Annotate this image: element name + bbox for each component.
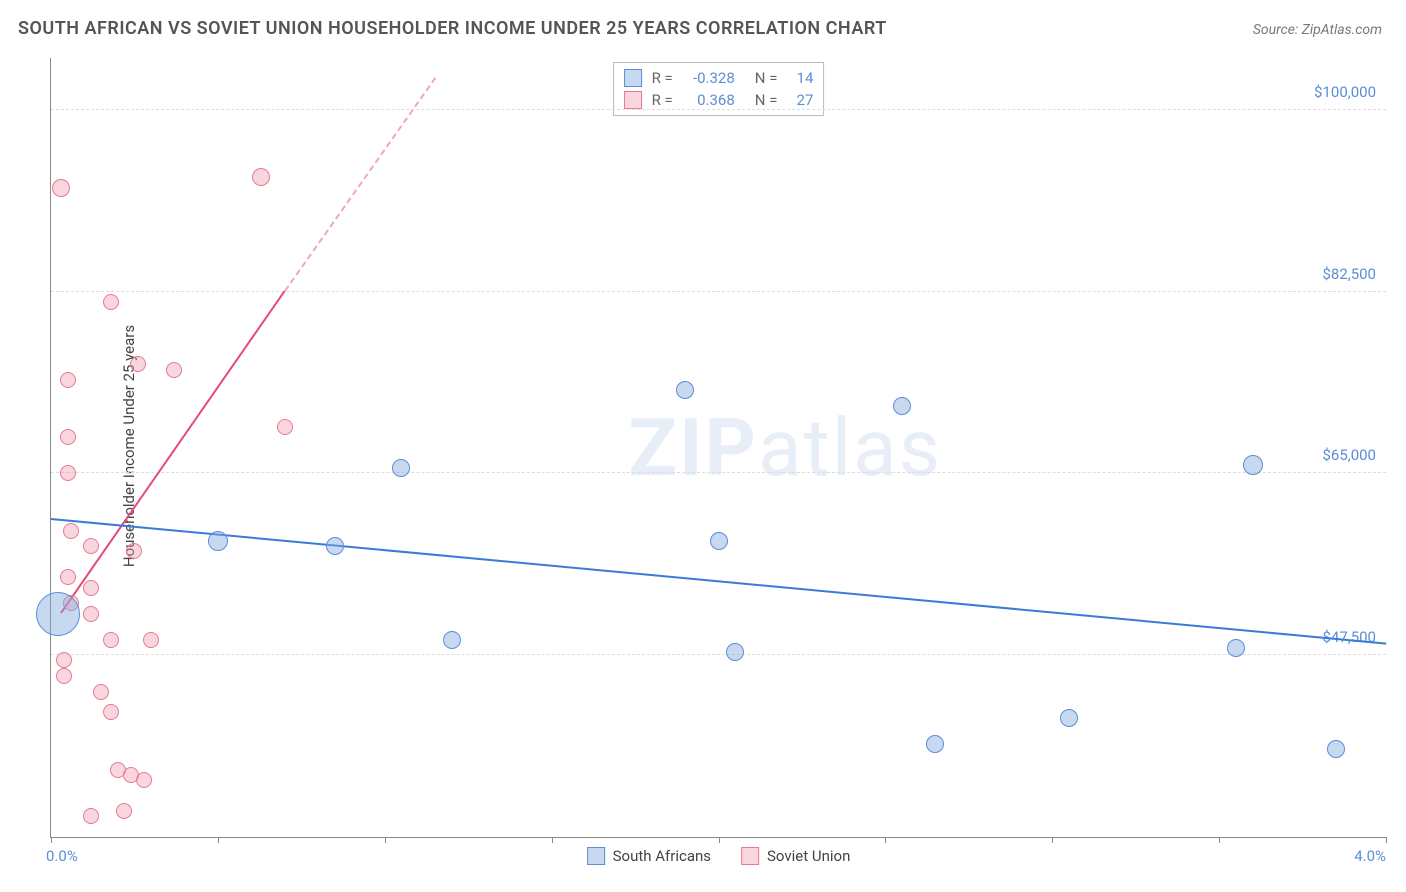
x-tick	[885, 837, 886, 843]
data-point-blue	[1060, 709, 1078, 727]
plot-area: ZIPatlas R = -0.328 N = 14 R = 0.368 N =…	[50, 58, 1386, 838]
y-tick-label: $82,500	[1322, 265, 1376, 283]
x-tick	[51, 837, 52, 843]
watermark-rest: atlas	[758, 401, 942, 495]
x-axis-min-label: 0.0%	[46, 847, 78, 865]
data-point-blue	[326, 537, 344, 555]
data-point-pink	[143, 632, 159, 648]
swatch-pink	[741, 847, 759, 865]
data-point-pink	[252, 168, 270, 186]
source-attribution: Source: ZipAtlas.com	[1253, 22, 1382, 38]
data-point-blue	[36, 592, 80, 636]
x-tick	[1219, 837, 1220, 843]
x-tick	[218, 837, 219, 843]
data-point-blue	[926, 735, 944, 753]
legend-pink-n: 27	[787, 91, 813, 109]
data-point-pink	[83, 538, 99, 554]
x-tick	[552, 837, 553, 843]
data-point-pink	[60, 429, 76, 445]
data-point-pink	[277, 419, 293, 435]
x-tick	[1386, 837, 1387, 843]
x-axis-max-label: 4.0%	[1354, 847, 1386, 865]
legend-label: Soviet Union	[767, 847, 850, 865]
data-point-pink	[63, 523, 79, 539]
data-point-blue	[392, 459, 410, 477]
x-tick	[385, 837, 386, 843]
gridline-h	[51, 109, 1386, 110]
legend-item-pink: Soviet Union	[741, 847, 850, 865]
data-point-blue	[208, 531, 228, 551]
data-point-blue	[1227, 639, 1245, 657]
data-point-pink	[56, 652, 72, 668]
data-point-pink	[130, 356, 146, 372]
gridline-h	[51, 654, 1386, 655]
y-tick-label: $65,000	[1322, 446, 1376, 464]
legend-row-blue: R = -0.328 N = 14	[624, 67, 814, 89]
x-tick	[719, 837, 720, 843]
chart-container: SOUTH AFRICAN VS SOVIET UNION HOUSEHOLDE…	[0, 0, 1406, 892]
data-point-pink	[103, 294, 119, 310]
data-point-blue	[710, 532, 728, 550]
data-point-blue	[1327, 740, 1345, 758]
data-point-pink	[60, 372, 76, 388]
legend-row-pink: R = 0.368 N = 27	[624, 89, 814, 111]
watermark: ZIPatlas	[629, 401, 942, 495]
legend-blue-n: 14	[787, 69, 813, 87]
y-tick-label: $100,000	[1314, 83, 1376, 101]
data-point-pink	[60, 465, 76, 481]
data-point-blue	[1243, 455, 1263, 475]
data-point-pink	[83, 606, 99, 622]
data-point-pink	[56, 668, 72, 684]
watermark-bold: ZIP	[629, 401, 759, 495]
data-point-pink	[166, 362, 182, 378]
legend-r-label: R =	[652, 91, 673, 109]
legend-label: South Africans	[613, 847, 711, 865]
legend-n-label: N =	[755, 69, 778, 87]
data-point-blue	[443, 631, 461, 649]
data-point-pink	[93, 684, 109, 700]
data-point-pink	[116, 803, 132, 819]
data-point-pink	[60, 569, 76, 585]
legend-series: South Africans Soviet Union	[587, 847, 851, 865]
data-point-pink	[83, 808, 99, 824]
legend-correlation: R = -0.328 N = 14 R = 0.368 N = 27	[613, 62, 825, 116]
data-point-pink	[136, 772, 152, 788]
swatch-blue	[587, 847, 605, 865]
data-point-pink	[103, 704, 119, 720]
data-point-pink	[126, 543, 142, 559]
data-point-blue	[676, 381, 694, 399]
x-tick	[1052, 837, 1053, 843]
chart-title: SOUTH AFRICAN VS SOVIET UNION HOUSEHOLDE…	[18, 18, 887, 39]
gridline-h	[51, 291, 1386, 292]
gridline-h	[51, 472, 1386, 473]
data-point-blue	[893, 397, 911, 415]
trend-line	[60, 290, 285, 613]
data-point-pink	[52, 179, 70, 197]
data-point-pink	[103, 632, 119, 648]
swatch-pink	[624, 91, 642, 109]
legend-n-label: N =	[755, 91, 778, 109]
legend-item-blue: South Africans	[587, 847, 711, 865]
data-point-pink	[83, 580, 99, 596]
legend-r-label: R =	[652, 69, 673, 87]
data-point-blue	[726, 643, 744, 661]
swatch-blue	[624, 69, 642, 87]
legend-pink-r: 0.368	[683, 91, 735, 109]
legend-blue-r: -0.328	[683, 69, 735, 87]
